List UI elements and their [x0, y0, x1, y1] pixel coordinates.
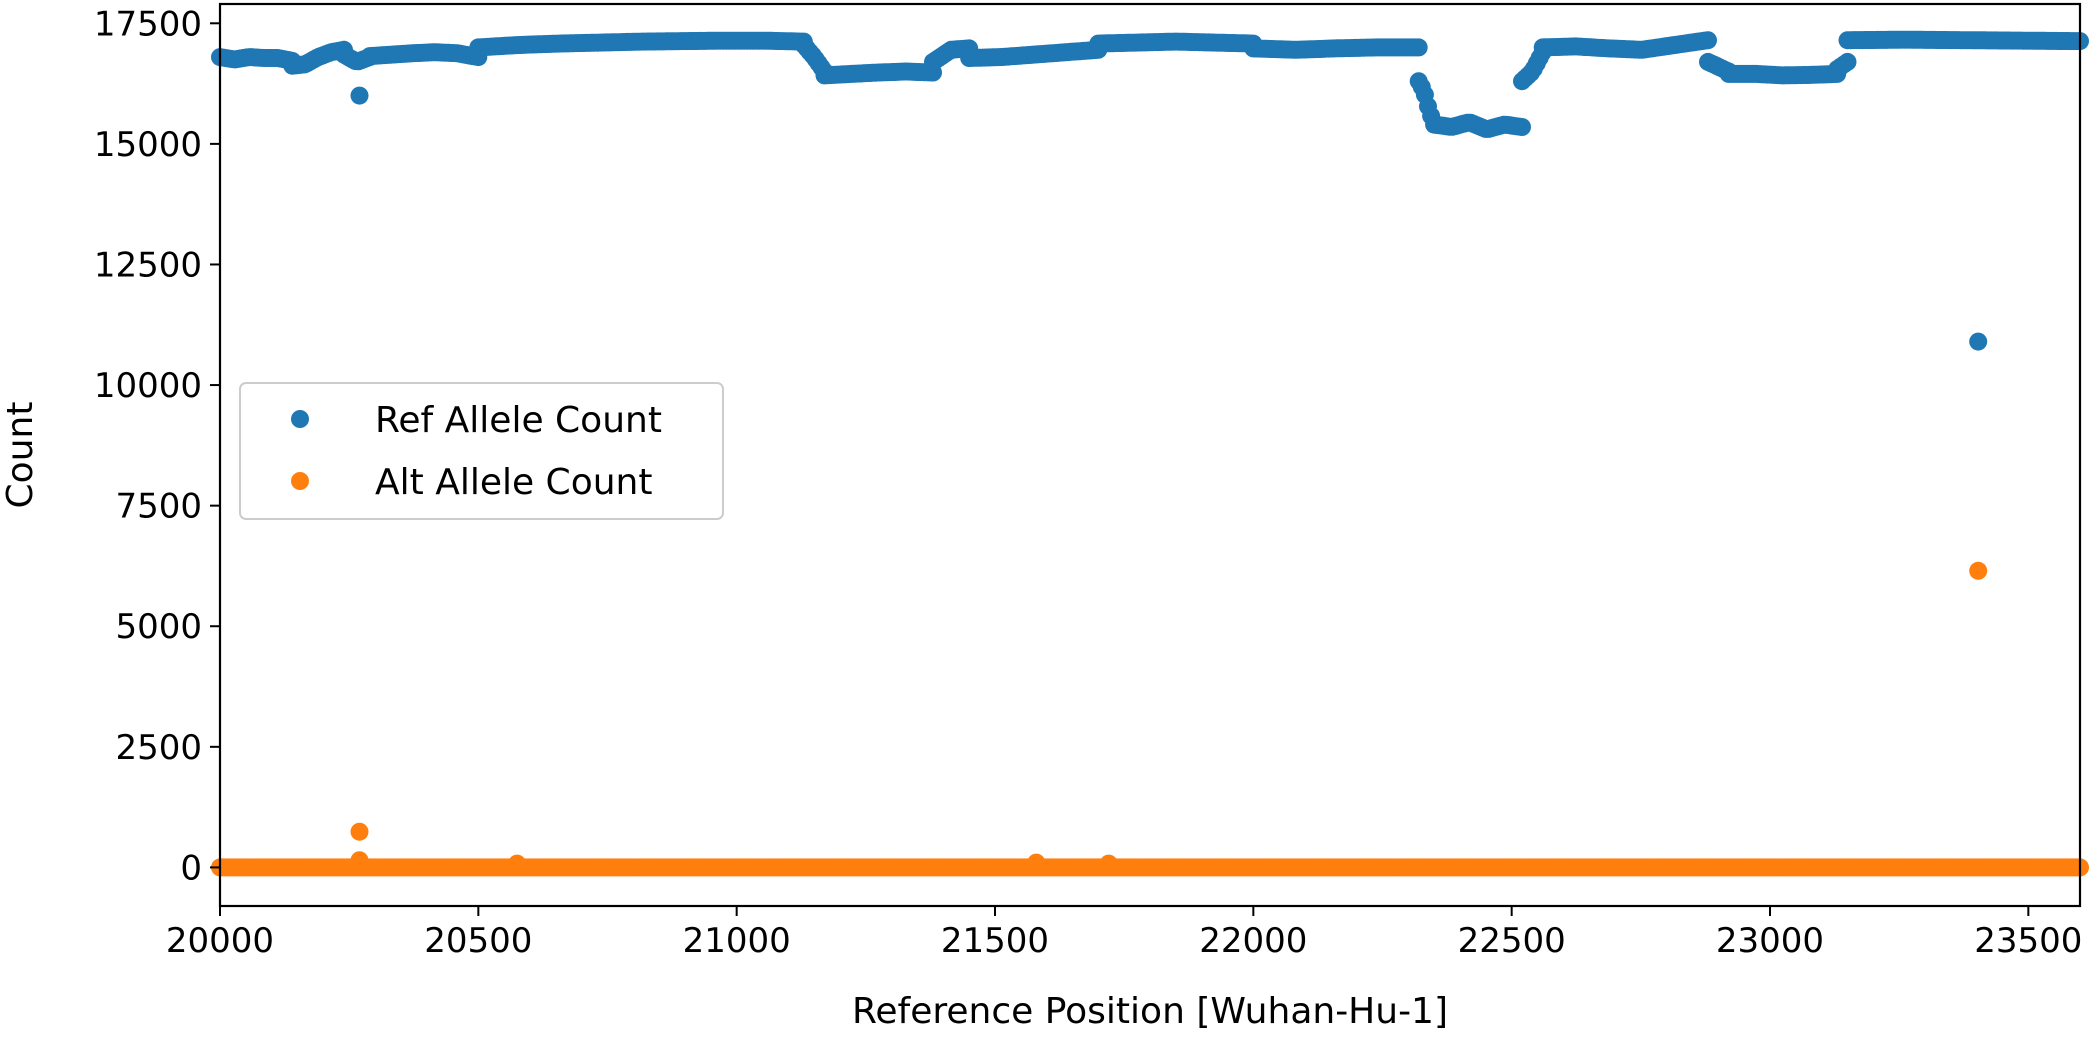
legend-label-ref: Ref Allele Count: [375, 400, 662, 441]
legend-marker-alt: [291, 472, 309, 490]
legend-marker-ref: [291, 410, 309, 428]
data-point-outlier: [350, 822, 369, 841]
x-tick-label: 21000: [683, 921, 791, 961]
plot-frame: [218, 2, 2082, 908]
y-tick-label: 7500: [115, 487, 202, 527]
x-tick-label: 22000: [1199, 921, 1307, 961]
data-points: [211, 30, 2089, 877]
data-point-outlier: [350, 851, 369, 870]
data-point-outlier: [1969, 332, 1988, 351]
data-point-outlier: [1099, 854, 1118, 873]
x-tick-label: 23000: [1716, 921, 1824, 961]
x-tick-label: 22500: [1458, 921, 1566, 961]
data-point-outlier: [350, 86, 369, 105]
x-tick-label: 20000: [166, 921, 274, 961]
x-tick-label: 21500: [941, 921, 1049, 961]
legend-frame: [239, 382, 724, 520]
data-point-outlier: [1969, 561, 1988, 580]
y-tick-label: 2500: [115, 728, 202, 768]
data-point-outlier: [508, 854, 527, 873]
x-tick-label: 23500: [1974, 921, 2082, 961]
y-tick-label: 15000: [94, 125, 202, 165]
data-point: [1838, 52, 1857, 71]
y-tick-label: 12500: [94, 245, 202, 285]
data-point: [1409, 38, 1428, 57]
y-tick-label: 0: [180, 848, 202, 888]
data-point: [1513, 118, 1531, 136]
data-point: [1699, 31, 1717, 50]
legend-label-alt: Alt Allele Count: [375, 462, 652, 503]
y-tick-label: 10000: [94, 366, 202, 406]
x-tick-label: 20500: [424, 921, 532, 961]
y-tick-label: 17500: [94, 4, 202, 44]
axis-ticks: 20000 20500 21000 21500 22000 22500 23000 23500…: [94, 4, 2083, 961]
series-0-points: [211, 30, 2089, 351]
x-axis-title: Reference Position [Wuhan-Hu-1]: [852, 991, 1448, 1032]
series-1-points: [211, 561, 2089, 877]
y-tick-label: 5000: [115, 607, 202, 647]
data-point-outlier: [1027, 853, 1046, 872]
legend: Ref Allele Count Alt Allele Count: [239, 382, 724, 520]
y-axis-title: Count: [0, 402, 41, 509]
